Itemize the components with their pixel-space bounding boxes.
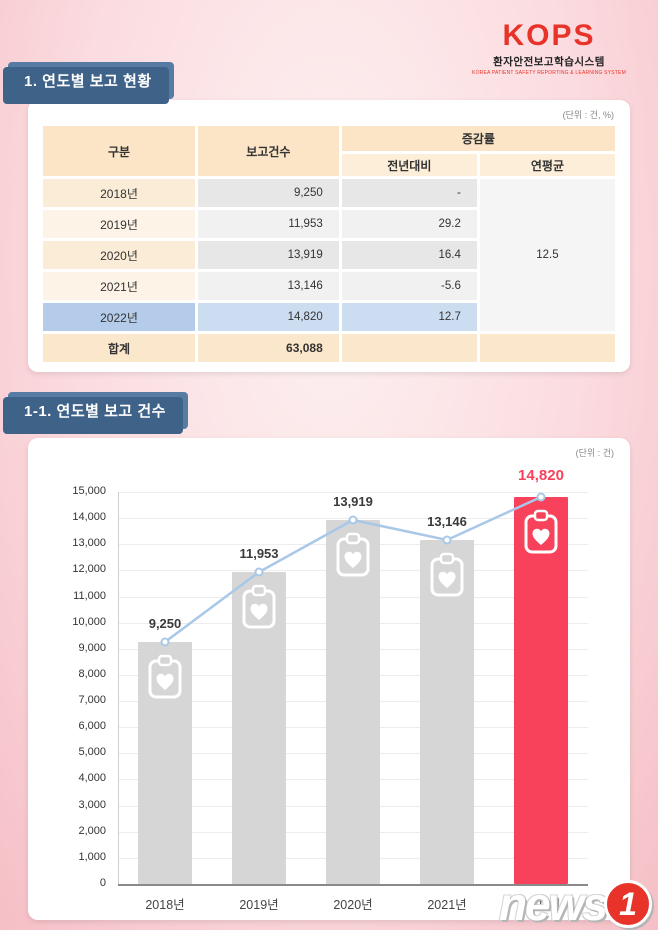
bar-2022년 [514,497,568,884]
y-axis-tick: 1,000 [78,850,106,863]
col-header-count: 보고건수 [198,126,339,176]
kops-logo-korean-name: 환자안전보고학습시스템 [493,55,605,68]
kops-logo-english-name: KOREA PATIENT SAFETY REPORTING & LEARNIN… [472,69,626,76]
annual-average-cell: 12.5 [479,179,615,331]
news1-watermark-digit: 1 [619,885,637,922]
y-axis-tick: 0 [99,877,106,889]
news1-watermark: news 1 [499,880,652,928]
total-count-cell: 63,088 [198,334,339,362]
news1-watermark-digit-badge: 1 [604,880,652,928]
report-status-card: (단위 : 건, %) 구분 보고건수 증감률 전년대비 연평균 2018년 9… [28,100,630,372]
y-axis-tick: 2,000 [78,824,106,837]
table-subheader-row: 전년대비 연평균 [43,154,615,176]
bar-value-label: 13,146 [427,514,467,529]
year-cell: 2022년 [43,303,195,331]
year-cell: 2020년 [43,241,195,269]
x-axis-tick: 2020년 [333,898,373,912]
count-cell: 14,820 [198,303,339,331]
kops-logo-text: KOPS [502,19,596,52]
col-header-category: 구분 [43,126,195,176]
bar-value-label: 11,953 [239,546,279,561]
yoy-cell: -5.6 [341,272,477,300]
count-cell: 13,146 [198,272,339,300]
yoy-cell: 12.7 [341,303,477,331]
section-title-report-chart: 1-1. 연도별 보고 건수 [3,392,188,434]
y-axis-tick: 11,000 [73,589,106,602]
bar-2021년 [420,540,474,884]
bar-2018년 [138,642,192,884]
clipboard-heart-icon [524,509,558,554]
yoy-cell: - [341,179,477,207]
section-title-report-status: 1. 연도별 보고 현황 [3,62,174,104]
clipboard-heart-icon [430,552,464,597]
unit-label-chart: (단위 : 건) [575,448,614,458]
x-axis-tick: 2022년 [521,898,561,912]
news1-watermark-text: news [498,878,608,930]
yoy-cell: 16.4 [341,241,477,269]
gridline [118,492,588,493]
count-cell: 9,250 [198,179,339,207]
x-axis-tick: 2019년 [239,898,279,912]
table-row: 2021년 13,146 -5.6 [43,272,615,300]
y-axis-line [118,492,119,884]
bar-chart: 0 1,000 2,000 3,000 4,000 5,000 6,000 7,000 8,00… [40,452,618,920]
table-cell-empty [479,334,615,362]
bar-value-label: 13,919 [333,494,373,509]
bar-2019년 [232,572,286,884]
col-header-yoy: 전년대비 [341,154,477,176]
bar-2020년 [326,520,380,884]
clipboard-heart-icon [336,532,370,577]
table-row: 2018년 9,250 - 12.5 [43,179,615,331]
kops-logo: KOPS 환자안전보고학습시스템 KOREA PATIENT SAFETY RE… [464,20,634,76]
table-total-row: 합계 63,088 [43,334,615,362]
year-cell: 2021년 [43,272,195,300]
col-header-rate-group: 증감률 [341,126,615,151]
y-axis-tick: 15,000 [72,485,106,497]
total-label-cell: 합계 [43,334,195,362]
y-axis-tick: 7,000 [78,694,106,707]
y-axis-tick: 3,000 [78,798,106,811]
year-cell: 2019년 [43,210,195,238]
y-axis-tick: 4,000 [78,772,106,785]
table-cell-empty [341,334,477,362]
y-axis-tick: 14,000 [72,511,106,524]
x-axis-line [118,884,588,886]
table-row-highlight-2022: 2022년 14,820 12.7 [43,303,615,331]
y-axis-tick: 12,000 [72,563,106,576]
yoy-cell: 29.2 [341,210,477,238]
clipboard-heart-icon [242,584,276,629]
clipboard-heart-icon [148,654,182,699]
report-table: 구분 보고건수 증감률 전년대비 연평균 2018년 9,250 - 12.5 … [40,123,618,365]
y-axis-tick: 8,000 [78,667,106,680]
count-cell: 13,919 [198,241,339,269]
bar-value-label: 9,250 [148,616,182,631]
report-chart-card: (단위 : 건) 0 1,000 2,000 3,000 4,000 5,000 6,000… [28,438,630,920]
table-header-row: 구분 보고건수 증감률 [43,126,615,176]
x-axis-tick: 2021년 [427,898,467,912]
count-cell: 11,953 [198,210,339,238]
table-row: 2019년 11,953 29.2 [43,210,615,238]
col-header-annual-avg: 연평균 [479,154,615,176]
y-axis-tick: 5,000 [78,746,106,759]
y-axis-tick: 10,000 [72,615,106,628]
year-cell: 2018년 [43,179,195,207]
x-axis-tick: 2018년 [145,898,185,912]
y-axis-tick: 13,000 [72,537,106,550]
y-axis-tick: 9,000 [78,641,106,654]
bar-value-label: 14,820 [518,467,564,484]
y-axis-tick: 6,000 [78,720,106,733]
unit-label-table: (단위 : 건, %) [562,110,614,120]
table-row: 2020년 13,919 16.4 [43,241,615,269]
